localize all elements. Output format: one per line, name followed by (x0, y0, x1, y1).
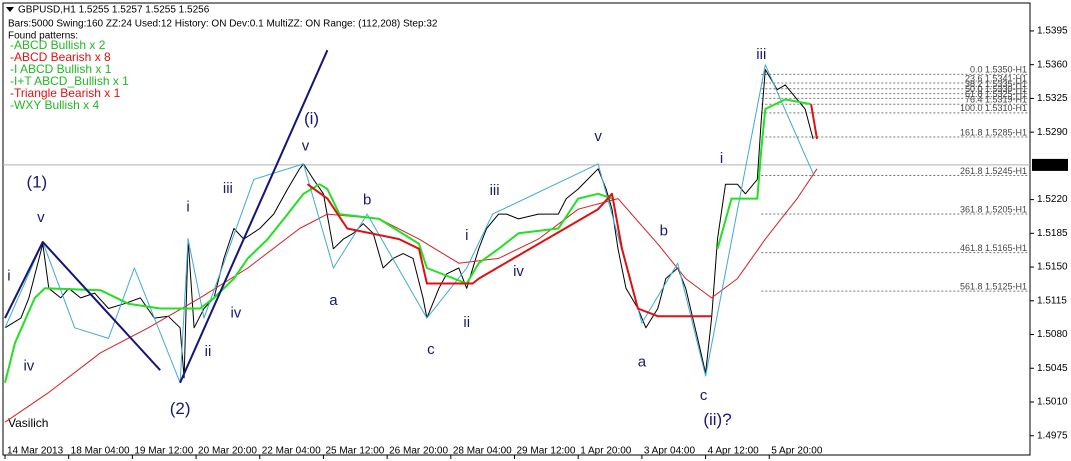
wave-label: a (329, 292, 338, 309)
wave-label: b (660, 222, 668, 239)
x-tick-label: 28 Mar 04:00 (453, 446, 512, 457)
fib-label: 561.8 1.5125-H1 (960, 282, 1027, 292)
x-tick-label: 18 Mar 04:00 (71, 446, 130, 457)
fib-label: 76.4 1.5319-H1 (965, 95, 1027, 105)
pattern-entry: -WXY Bullish x 4 (10, 98, 99, 112)
fib-label: 161.8 1.5285-H1 (960, 127, 1027, 137)
series-line (4, 64, 814, 384)
wave-label: v (302, 138, 310, 155)
wave-label: i (720, 150, 723, 167)
x-tick-label: 20 Mar 20:00 (198, 446, 257, 457)
patterns-title: Found patterns: (8, 31, 78, 42)
wave-label: v (594, 128, 602, 145)
wave-label: b (363, 192, 371, 209)
fib-label: 23.6 1.5341-H1 (965, 73, 1027, 83)
fib-label: 0.0 1.5350-H1 (970, 65, 1027, 75)
wave-label: (i) (304, 109, 319, 128)
series-line (4, 69, 814, 379)
fib-label: 50.0 1.5330-H1 (965, 84, 1027, 94)
y-tick-label: 1.4975 (1037, 430, 1068, 441)
series-line (4, 98, 812, 383)
wave-label: iii (223, 180, 233, 197)
fib-label: 100.0 1.5310-H1 (960, 103, 1027, 113)
y-tick-label: 1.5045 (1037, 363, 1068, 374)
y-tick-label: 1.5080 (1037, 329, 1068, 340)
wave-label: (2) (170, 399, 191, 418)
header-line: Bars:5000 Swing:160 ZZ:24 Used:12 Histor… (8, 19, 438, 30)
wave-label: iii (490, 182, 500, 199)
wave-label: a (638, 353, 647, 370)
y-tick-label: 1.5150 (1037, 262, 1068, 273)
current-price-box (1032, 158, 1068, 171)
y-tick-label: 1.5360 (1037, 59, 1068, 70)
y-tick-label: 1.5115 (1037, 295, 1067, 306)
wave-label: c (427, 341, 435, 358)
wave-label: ii (463, 314, 470, 331)
fib-label: 261.8 1.5245-H1 (960, 166, 1027, 176)
x-tick-label: 5 Apr 20:00 (771, 446, 823, 457)
wave-label: iv (230, 304, 241, 321)
fib-label: 61.8 1.5325-H1 (965, 89, 1027, 99)
wave-label: v (37, 209, 45, 226)
y-tick-label: 1.5185 (1037, 228, 1068, 239)
wave-label: (ii)? (703, 410, 731, 429)
pattern-entry: -ABCD Bearish x 8 (10, 50, 111, 64)
signature: Vasilich (8, 416, 48, 430)
x-tick-label: 3 Apr 04:00 (644, 446, 696, 457)
x-tick-label: 22 Mar 04:00 (262, 446, 321, 457)
wave-label: c (700, 387, 708, 404)
x-tick-label: 19 Mar 12:00 (134, 446, 193, 457)
header-line: GBPUSD,H1 1.5255 1.5257 1.5255 1.5256 (18, 5, 210, 16)
x-tick-label: 26 Mar 20:00 (389, 446, 448, 457)
y-tick-label: 1.5010 (1037, 397, 1068, 408)
wave-label: i (186, 198, 189, 215)
wave-label: ii (205, 343, 212, 360)
pattern-entry: -I+T ABCD_Bullish x 1 (10, 74, 129, 88)
wave-label: i (7, 268, 10, 285)
y-tick-label: 1.5325 (1037, 93, 1068, 104)
y-tick-label: 1.5220 (1037, 194, 1068, 205)
fib-label: 461.8 1.5165-H1 (960, 243, 1027, 253)
series-line (4, 49, 329, 384)
series-line (306, 104, 818, 318)
wave-label: iv (23, 357, 34, 374)
y-tick-label: 1.5290 (1037, 127, 1068, 138)
wave-label: i (465, 227, 468, 244)
wave-label: iii (756, 46, 766, 63)
x-tick-label: 29 Mar 12:00 (517, 446, 576, 457)
wave-label: iv (513, 263, 524, 280)
fib-label: 361.8 1.5205-H1 (960, 204, 1027, 214)
series-line (4, 168, 818, 423)
current-price-label: 1.5256 (1035, 160, 1066, 171)
header-icon (6, 7, 14, 12)
pattern-entry: -ABCD Bullish x 2 (10, 38, 106, 52)
fib-label: 38.2 1.5335-H1 (965, 79, 1027, 89)
plot-frame (2, 2, 1031, 456)
pattern-entry: -Triangle Bearish x 1 (10, 86, 121, 100)
x-tick-label: 25 Mar 12:00 (325, 446, 384, 457)
x-tick-label: 14 Mar 2013 (7, 446, 64, 457)
x-tick-label: 1 Apr 20:00 (580, 446, 632, 457)
y-tick-label: 1.5395 (1037, 26, 1068, 37)
wave-label: (1) (26, 173, 47, 192)
pattern-entry: -I ABCD Bullish x 1 (10, 62, 112, 76)
x-tick-label: 4 Apr 12:00 (708, 446, 760, 457)
